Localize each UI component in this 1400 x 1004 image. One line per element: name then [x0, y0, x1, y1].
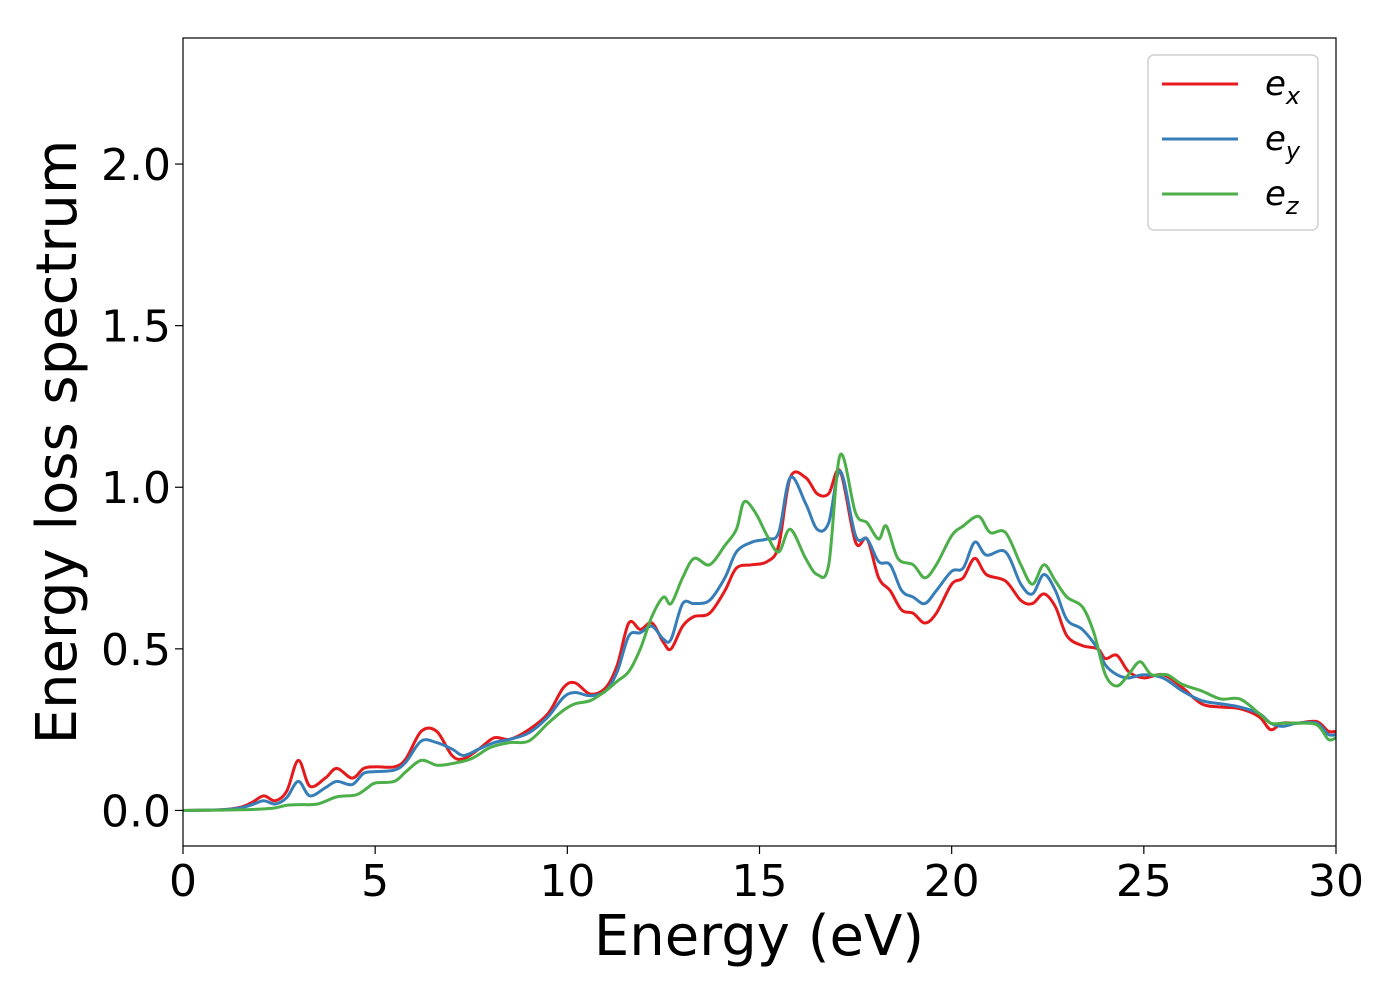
x-tick-label: 30 [1308, 856, 1364, 907]
series-line-ez [183, 452, 1336, 812]
x-tick-label: 15 [732, 856, 788, 907]
x-tick-label: 0 [169, 856, 197, 907]
y-tick-label: 1.0 [101, 463, 171, 514]
y-tick-label: 2.0 [101, 140, 171, 191]
y-axis-label: Energy loss spectrum [25, 140, 90, 745]
x-tick-label: 10 [539, 856, 595, 907]
y-tick-label: 0.0 [101, 786, 171, 837]
legend-box [1147, 54, 1319, 231]
series-line-ey [183, 469, 1336, 812]
y-tick-label: 0.5 [101, 625, 171, 676]
x-axis-label: Energy (eV) [594, 904, 924, 969]
series-line-ex [183, 468, 1336, 812]
x-tick-label: 5 [361, 856, 389, 907]
y-tick-label: 1.5 [101, 302, 171, 353]
x-tick-label: 20 [924, 856, 980, 907]
x-tick-label: 25 [1116, 856, 1172, 907]
